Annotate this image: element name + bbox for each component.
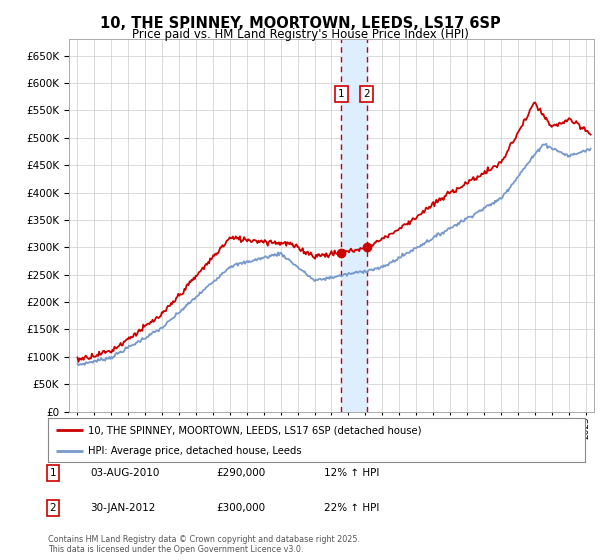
Text: 2: 2 xyxy=(364,89,370,99)
Text: 10, THE SPINNEY, MOORTOWN, LEEDS, LS17 6SP (detached house): 10, THE SPINNEY, MOORTOWN, LEEDS, LS17 6… xyxy=(88,425,422,435)
Text: 10, THE SPINNEY, MOORTOWN, LEEDS, LS17 6SP: 10, THE SPINNEY, MOORTOWN, LEEDS, LS17 6… xyxy=(100,16,500,31)
Text: 2: 2 xyxy=(49,503,56,513)
Text: HPI: Average price, detached house, Leeds: HPI: Average price, detached house, Leed… xyxy=(88,446,302,456)
Text: 1: 1 xyxy=(49,468,56,478)
Text: £290,000: £290,000 xyxy=(216,468,265,478)
Text: 1: 1 xyxy=(338,89,344,99)
Text: Contains HM Land Registry data © Crown copyright and database right 2025.
This d: Contains HM Land Registry data © Crown c… xyxy=(48,535,360,554)
Text: 12% ↑ HPI: 12% ↑ HPI xyxy=(324,468,379,478)
Text: 30-JAN-2012: 30-JAN-2012 xyxy=(90,503,155,513)
Text: 03-AUG-2010: 03-AUG-2010 xyxy=(90,468,160,478)
Text: £300,000: £300,000 xyxy=(216,503,265,513)
Text: Price paid vs. HM Land Registry's House Price Index (HPI): Price paid vs. HM Land Registry's House … xyxy=(131,28,469,41)
Text: 22% ↑ HPI: 22% ↑ HPI xyxy=(324,503,379,513)
Bar xyxy=(341,39,367,412)
